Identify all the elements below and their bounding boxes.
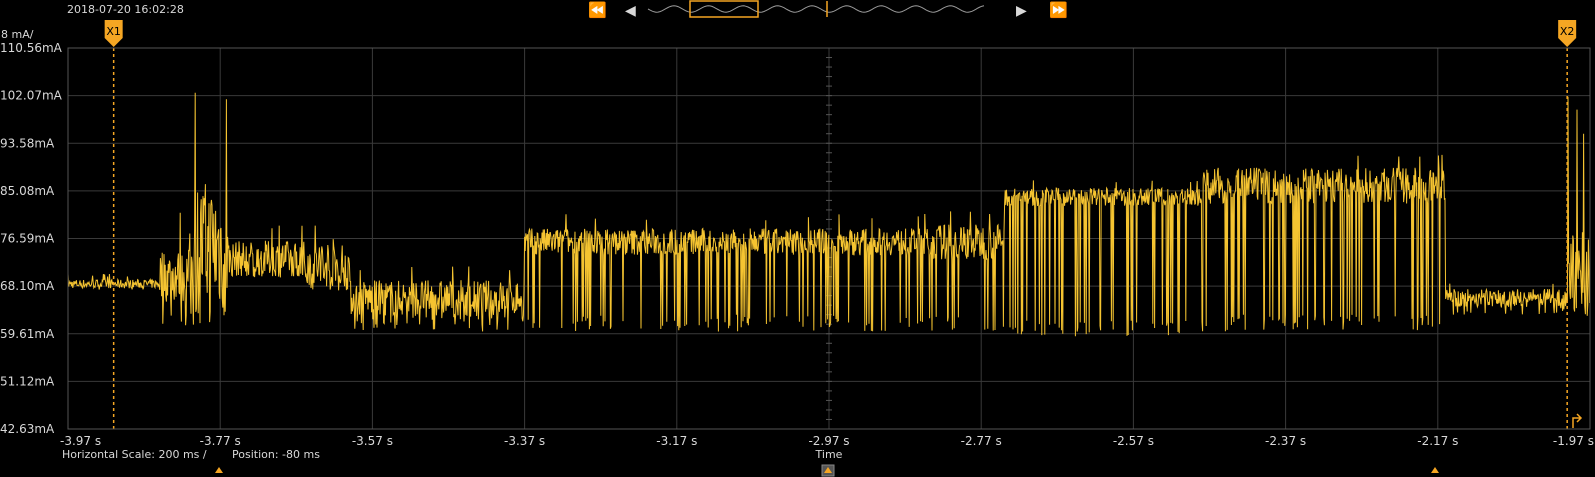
y-tick-label: 68.10mA	[0, 279, 55, 293]
x-tick-label: -2.17 s	[1417, 434, 1458, 448]
footer-markers	[215, 464, 1439, 477]
y-tick-label: 42.63mA	[0, 422, 55, 436]
x-tick-label: -2.37 s	[1265, 434, 1306, 448]
x-tick-labels: -3.97 s -3.77 s -3.57 s -3.37 s -3.17 s -2.97…	[60, 434, 1594, 448]
cursor-markers[interactable]: X1 X2	[104, 20, 1577, 429]
x-tick-label: -2.77 s	[961, 434, 1002, 448]
y-tick-label: 85.08mA	[0, 184, 55, 198]
left-position-arrow-icon	[215, 467, 223, 473]
skip-to-end-icon[interactable]: ⏩	[1049, 1, 1068, 19]
x-tick-label: -3.17 s	[656, 434, 697, 448]
x-tick-label: -3.37 s	[504, 434, 545, 448]
right-position-arrow-icon	[1431, 467, 1439, 473]
x-tick-label: -2.57 s	[1113, 434, 1154, 448]
cursor-x1[interactable]: X1	[104, 20, 123, 429]
overview-window[interactable]	[689, 0, 759, 18]
timestamp: 2018-07-20 16:02:28	[67, 3, 184, 16]
x-tick-label: -3.77 s	[200, 434, 241, 448]
x-tick-label: -1.97 s	[1553, 434, 1594, 448]
horizontal-scale-text: Horizontal Scale: 200 ms /	[62, 448, 207, 461]
trigger-arrow-icon	[824, 467, 832, 473]
vertical-scale-label: 8 mA/	[1, 28, 34, 41]
y-tick-label: 110.56mA	[0, 41, 63, 55]
y-tick-label: 59.61mA	[0, 327, 55, 341]
y-tick-label: 93.58mA	[0, 136, 55, 150]
corner-expand-icon[interactable]	[1572, 413, 1583, 428]
step-back-icon[interactable]: ◀	[625, 3, 636, 19]
y-tick-label: 102.07mA	[0, 89, 63, 103]
y-tick-label: 76.59mA	[0, 232, 55, 246]
x-tick-label: -3.57 s	[352, 434, 393, 448]
y-tick-labels: 110.56mA 102.07mA 93.58mA 85.08mA 76.59mA 68.…	[0, 41, 63, 436]
skip-to-start-icon[interactable]: ⏪	[588, 1, 607, 19]
x-axis-label: Time	[815, 448, 843, 461]
cursor-label: X1	[106, 25, 121, 38]
x-tick-label: -3.97 s	[60, 434, 101, 448]
position-text: Position: -80 ms	[232, 448, 320, 461]
cursor-flag	[104, 20, 123, 47]
y-tick-label: 51.12mA	[0, 374, 55, 388]
cursor-label: X2	[1560, 25, 1575, 38]
cursor-x2[interactable]: X2	[1558, 20, 1577, 429]
x-tick-label: -2.97 s	[808, 434, 849, 448]
step-forward-icon[interactable]: ▶	[1016, 3, 1027, 19]
waveform-overview[interactable]	[647, 5, 985, 13]
cursor-flag	[1558, 20, 1577, 47]
timeline-navigator[interactable]: ⏪ ◀ ▶ ⏩	[588, 0, 1068, 19]
plot-frame	[67, 47, 1591, 430]
current-trace	[67, 92, 1591, 337]
